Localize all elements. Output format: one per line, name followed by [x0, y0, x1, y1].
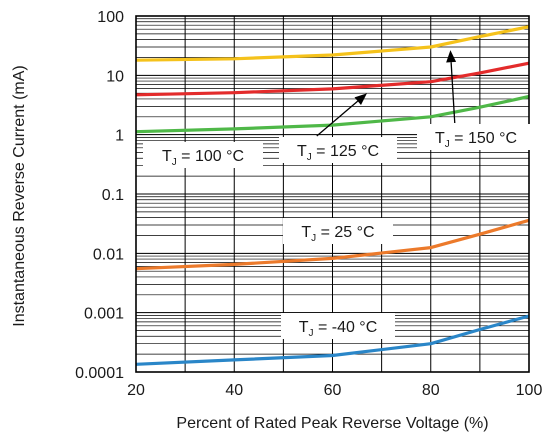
annotation-label-sub: J: [445, 139, 450, 150]
data-series: [135, 25, 530, 366]
x-axis-label: Percent of Rated Peak Reverse Voltage (%…: [176, 415, 488, 432]
annotation-box: [417, 124, 535, 150]
annotation-label-main: T: [435, 130, 445, 147]
annotation-box: [279, 137, 397, 163]
annotation-label: TJ = -40 °C: [299, 319, 378, 339]
series-line: [135, 314, 530, 366]
annotation-label-main: T: [299, 319, 309, 336]
arrow-shaft: [316, 100, 359, 137]
annotation-label-sub: J: [172, 157, 177, 168]
annotation-label-main: T: [162, 148, 172, 165]
annotation-box: [143, 142, 263, 168]
y-tick-label: 0.0001: [75, 365, 124, 382]
annotation-label-rest: = 150 °C: [450, 130, 517, 147]
annotation-label: TJ = 25 °C: [301, 224, 374, 244]
y-tick-label: 0.01: [93, 246, 124, 263]
x-tick-label: 40: [225, 382, 243, 399]
annotation: TJ = 25 °C: [283, 218, 393, 244]
x-tick-label: 80: [422, 382, 440, 399]
annotation: TJ = 150 °C: [417, 50, 535, 150]
annotation-label-sub: J: [307, 152, 312, 163]
y-tick-label: 0.1: [102, 187, 124, 204]
series-line: [135, 94, 530, 134]
annotation-label-sub: J: [309, 328, 314, 339]
x-tick-label: 100: [516, 382, 543, 399]
tick-labels: 20 40 60 80 100 0.0001 0.001 0.01 0.1 1 10 100: [75, 9, 542, 399]
annotation-box: [281, 313, 395, 339]
y-tick-label: 10: [106, 68, 124, 85]
series-line: [135, 218, 530, 271]
arrow-head: [354, 93, 367, 105]
arrow-head: [446, 50, 457, 63]
y-tick-label: 100: [97, 9, 124, 26]
annotation-label-rest: = 25 °C: [316, 224, 374, 241]
annotation-label-main: T: [301, 224, 311, 241]
annotation: TJ = 100 °C: [143, 142, 263, 168]
annotation-label-sub: J: [311, 233, 316, 244]
y-tick-label: 0.001: [84, 306, 124, 323]
annotation-label: TJ = 100 °C: [162, 148, 244, 168]
annotation-label: TJ = 150 °C: [435, 130, 517, 150]
annotation: TJ = -40 °C: [281, 313, 395, 339]
x-tick-label: 60: [324, 382, 342, 399]
y-axis-label: Instantaneous Reverse Current (mA): [11, 65, 28, 326]
annotation: TJ = 125 °C: [279, 93, 397, 163]
series-line: [135, 25, 530, 62]
annotation-label-main: T: [297, 143, 307, 160]
y-tick-label: 1: [115, 128, 124, 145]
annotation-label-rest: = -40 °C: [314, 319, 378, 336]
series-line: [135, 61, 530, 97]
annotation-box: [283, 218, 393, 244]
annotation-label-rest: = 100 °C: [177, 148, 244, 165]
plot-frame: [135, 15, 530, 373]
annotation-label-rest: = 125 °C: [312, 143, 379, 160]
x-tick-label: 20: [127, 382, 145, 399]
arrow-shaft: [450, 62, 456, 124]
annotations: TJ = 150 °CTJ = 125 °CTJ = 100 °CTJ = 25…: [143, 50, 535, 339]
annotation-label: TJ = 125 °C: [297, 143, 379, 163]
